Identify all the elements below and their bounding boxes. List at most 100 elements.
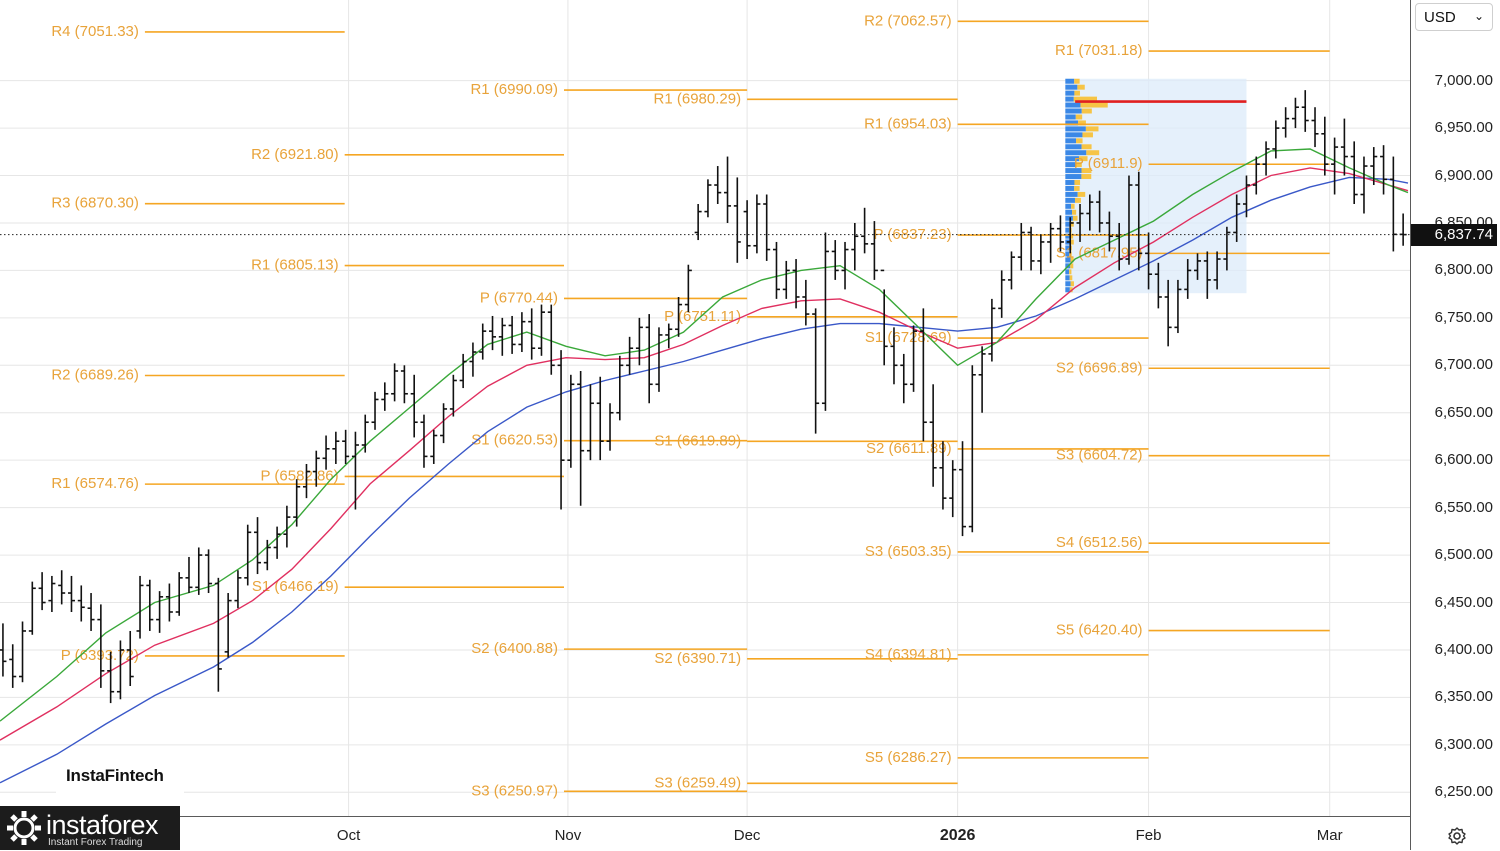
ohlc-bar: [58, 570, 66, 605]
ohlc-bar: [1272, 120, 1280, 159]
ohlc-bar: [1007, 251, 1015, 290]
ohlc-bar: [205, 549, 213, 594]
pivot-level-label: P (6751.11): [664, 308, 741, 325]
ohlc-bar: [136, 575, 144, 639]
volume-profile-bar-buy: [1065, 287, 1070, 293]
pivot-level-label: R2 (6689.26): [51, 366, 139, 383]
ohlc-bar: [616, 355, 624, 421]
ohlc-bar: [694, 204, 702, 241]
ohlc-bar: [880, 269, 888, 366]
time-tick-label: Oct: [336, 827, 361, 844]
pivot-level-label: P (6582.86): [261, 467, 339, 484]
ohlc-bar: [283, 505, 291, 548]
ohlc-bar: [1311, 107, 1319, 148]
ohlc-bar: [1047, 222, 1055, 263]
pivot-level-label: P (6393.72): [61, 647, 139, 664]
time-axis[interactable]: Oct Nov Dec 2026 Feb Mar: [0, 816, 1410, 851]
volume-profile-bar-buy: [1065, 221, 1071, 227]
ohlc-bar: [714, 166, 722, 204]
ohlc-bar: [165, 583, 173, 622]
pivot-level-label: R1 (6574.76): [51, 475, 139, 492]
ohlc-bar: [1380, 145, 1388, 195]
ohlc-bar: [1066, 217, 1074, 254]
pivot-level-label: R1 (6954.03): [864, 115, 952, 132]
ohlc-bar: [1399, 213, 1407, 246]
ohlc-bar: [733, 177, 741, 263]
pivot-level-label: S3 (6503.35): [865, 543, 952, 560]
ohlc-bar: [626, 336, 634, 375]
volume-profile-bar-buy: [1065, 191, 1078, 197]
volume-profile-bar-sell: [1072, 209, 1077, 215]
ohlc-bar: [577, 370, 585, 506]
ohlc-bar: [87, 593, 95, 631]
volume-profile-bar-sell: [1074, 78, 1080, 84]
volume-profile-bar-sell: [1076, 138, 1083, 144]
currency-selector[interactable]: USD ⌄: [1415, 3, 1493, 31]
ohlc-bars: [0, 90, 1407, 704]
price-tick-label: 6,600.00: [1434, 451, 1493, 469]
chevron-down-icon: ⌄: [1473, 9, 1484, 23]
volume-profile-bar-buy: [1065, 120, 1079, 126]
volume-profile-bar-sell: [1074, 185, 1080, 191]
pivot-level-label: R1 (7031.18): [1055, 42, 1143, 59]
pivot-level-label: S5 (6286.27): [865, 749, 952, 766]
ohlc-bar: [1340, 118, 1348, 176]
volume-profile-bar-buy: [1065, 275, 1070, 281]
settings-gear-icon[interactable]: [1447, 826, 1467, 846]
price-tick-label: 6,950.00: [1434, 119, 1493, 137]
volume-profile-bar-buy: [1065, 156, 1080, 162]
pivot-level-label: S2 (6390.71): [654, 650, 741, 667]
ohlc-bar: [831, 240, 839, 280]
pivot-level-label: S1 (6620.53): [471, 432, 558, 449]
price-tick-label: 6,900.00: [1434, 166, 1493, 184]
ohlc-bar: [9, 644, 17, 688]
ohlc-bar: [890, 327, 898, 385]
price-tick-label: 6,700.00: [1434, 356, 1493, 374]
price-chart[interactable]: R4 (7051.33) R3 (6870.30) R2 (6689.26) R1 (…: [0, 0, 1410, 816]
volume-profile-bar-buy: [1065, 197, 1075, 203]
volume-profile-bar-buy: [1065, 174, 1082, 180]
moving-average-slow: [0, 176, 1409, 784]
price-axis[interactable]: USD ⌄ 6,250.00 6,300.00 6,350.00 6,400.00 6,…: [1410, 0, 1500, 850]
pivot-level-label: P (6911.9): [1074, 155, 1143, 172]
volume-profile-bar-buy: [1065, 84, 1078, 90]
pivot-level-label: P (6770.44): [480, 289, 558, 306]
pivot-level-label: S1 (6466.19): [252, 578, 339, 595]
chart-plot-area[interactable]: R4 (7051.33) R3 (6870.30) R2 (6689.26) R1 (…: [0, 0, 1410, 816]
volume-profile-bar-buy: [1065, 126, 1086, 132]
volume-profile-bar-sell: [1081, 108, 1092, 114]
ohlc-bar: [596, 376, 604, 461]
ohlc-bar: [263, 539, 271, 571]
price-tick-label: 7,000.00: [1434, 71, 1493, 89]
ohlc-bar: [851, 222, 859, 271]
ohlc-bar: [1105, 211, 1113, 252]
volume-profile-bar-buy: [1065, 281, 1071, 287]
volume-profile-bar-buy: [1065, 185, 1075, 191]
ohlc-bar: [1135, 171, 1143, 271]
ohlc-bar: [273, 526, 281, 559]
ohlc-bar: [978, 346, 986, 413]
pivot-level-label: S3 (6259.49): [654, 774, 741, 791]
ohlc-bar: [743, 200, 751, 260]
pivot-level-label: S1 (6619.89): [654, 432, 741, 449]
volume-profile-bar-sell: [1069, 287, 1073, 293]
volume-profile: [1065, 78, 1247, 294]
ohlc-bar: [107, 651, 115, 704]
volume-profile-bar-sell: [1069, 269, 1072, 275]
volume-profile-bar-sell: [1074, 90, 1080, 96]
volume-profile-bar-sell: [1081, 144, 1092, 150]
ohlc-bar: [1203, 251, 1211, 299]
pivot-level-label: S5 (6420.40): [1056, 622, 1143, 639]
pivot-level-label: R4 (7051.33): [51, 23, 139, 40]
pivot-level-label: R1 (6990.09): [470, 81, 558, 98]
volume-profile-bar-sell: [1085, 126, 1099, 132]
ohlc-bar: [1096, 190, 1104, 233]
ohlc-bar: [508, 315, 516, 354]
volume-profile-bar-buy: [1065, 96, 1074, 102]
volume-profile-bar-buy: [1065, 138, 1077, 144]
ohlc-bar: [126, 630, 134, 687]
watermark-panel: InstaFintech: [56, 760, 184, 794]
ohlc-bar: [910, 325, 918, 392]
ohlc-bar: [28, 581, 36, 635]
ohlc-bar: [449, 374, 457, 417]
